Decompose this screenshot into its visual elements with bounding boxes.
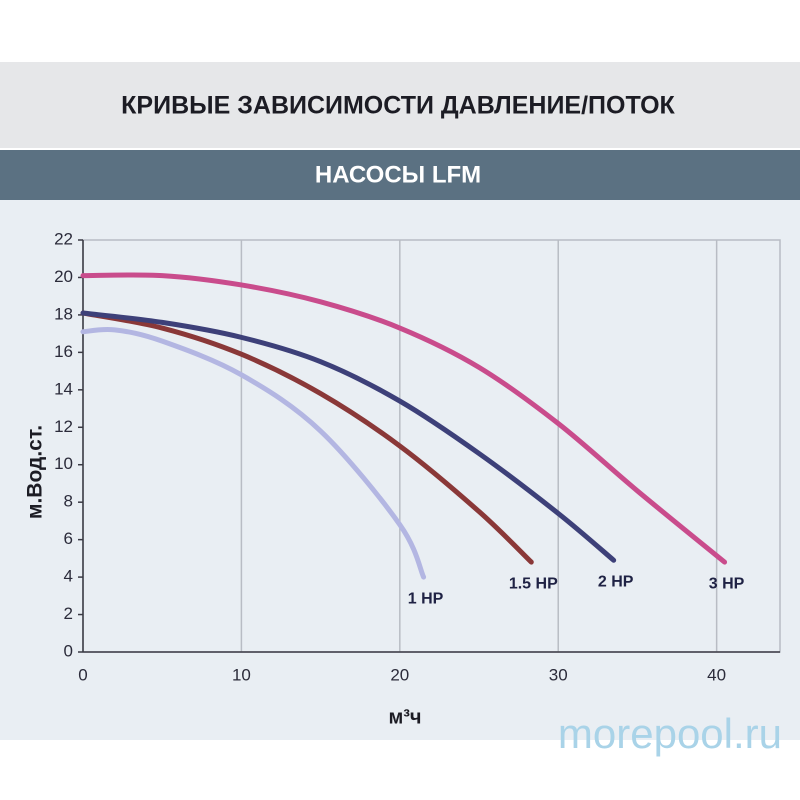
y-tick-label: 10 [54,454,73,473]
series-line [80,326,427,580]
y-tick-label: 2 [64,604,73,623]
y-tick-label: 6 [64,529,73,548]
x-tick-label: 10 [232,665,251,684]
series-line [80,310,617,563]
y-tick-label: 4 [64,567,73,586]
y-tick-label: 12 [54,417,73,436]
series-label: 1.5 HP [509,575,558,592]
y-axis-label: м.Вод.ст. [24,425,47,519]
series-label: 1 HP [408,590,444,607]
x-tick-label: 0 [78,665,87,684]
y-tick-label: 8 [64,492,73,511]
watermark: morepool.ru [558,710,782,757]
title-band [0,62,800,148]
series-label: 3 HP [709,575,745,592]
y-tick-label: 16 [54,342,73,361]
chart-subtitle: НАСОСЫ LFM [315,161,481,188]
x-tick-label: 20 [390,665,409,684]
x-tick-label: 30 [549,665,568,684]
series-line [80,310,534,565]
x-axis-label: м³ч [388,706,421,728]
series-line [80,272,728,565]
y-tick-label: 0 [64,641,73,660]
x-tick-label: 40 [707,665,726,684]
subtitle-band [0,150,800,200]
y-tick-label: 22 [54,229,73,248]
chart-title: КРИВЫЕ ЗАВИСИМОСТИ ДАВЛЕНИЕ/ПОТОК [121,92,675,120]
y-tick-label: 14 [54,379,73,398]
y-tick-label: 20 [54,267,73,286]
y-tick-label: 18 [54,304,73,323]
series-label: 2 HP [598,573,634,590]
